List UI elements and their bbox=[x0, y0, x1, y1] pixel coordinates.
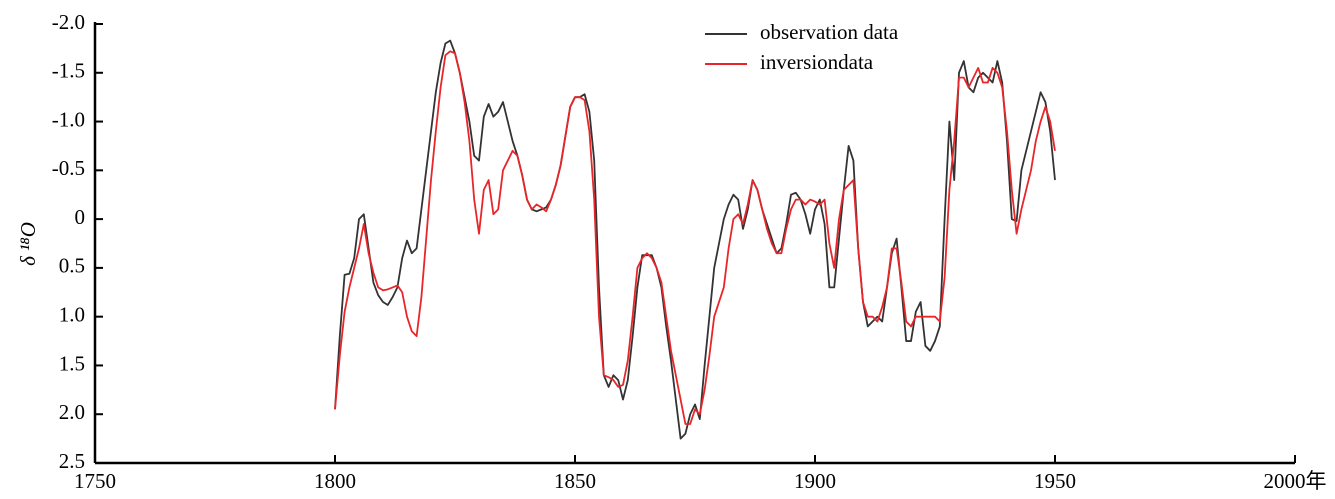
data-line bbox=[334, 50, 1056, 425]
y-tick-label: -0.5 bbox=[52, 156, 85, 180]
x-tick-label: 1750 bbox=[74, 469, 116, 493]
y-tick-label: 2.0 bbox=[59, 400, 85, 424]
y-tick-label: 1.0 bbox=[59, 302, 85, 326]
y-tick-label: 2.5 bbox=[59, 449, 85, 473]
x-tick-label: 1800 bbox=[314, 469, 356, 493]
legend-label: inversiondata bbox=[760, 50, 874, 74]
y-axis-label: δ ¹⁸O bbox=[16, 222, 40, 266]
y-tick-label: 0.5 bbox=[59, 254, 85, 278]
y-tick-label: -2.0 bbox=[52, 10, 85, 34]
x-tick-label: 1950 bbox=[1034, 469, 1076, 493]
x-tick-label: 1900 bbox=[794, 469, 836, 493]
y-tick-label: -1.5 bbox=[52, 59, 85, 83]
legend-label: observation data bbox=[760, 20, 899, 44]
y-tick-label: 0 bbox=[75, 205, 86, 229]
x-tick-label: 1850 bbox=[554, 469, 596, 493]
y-tick-label: -1.0 bbox=[52, 107, 85, 131]
y-tick-label: 1.5 bbox=[59, 351, 85, 375]
x-tick-label: 2000年 bbox=[1264, 469, 1327, 493]
